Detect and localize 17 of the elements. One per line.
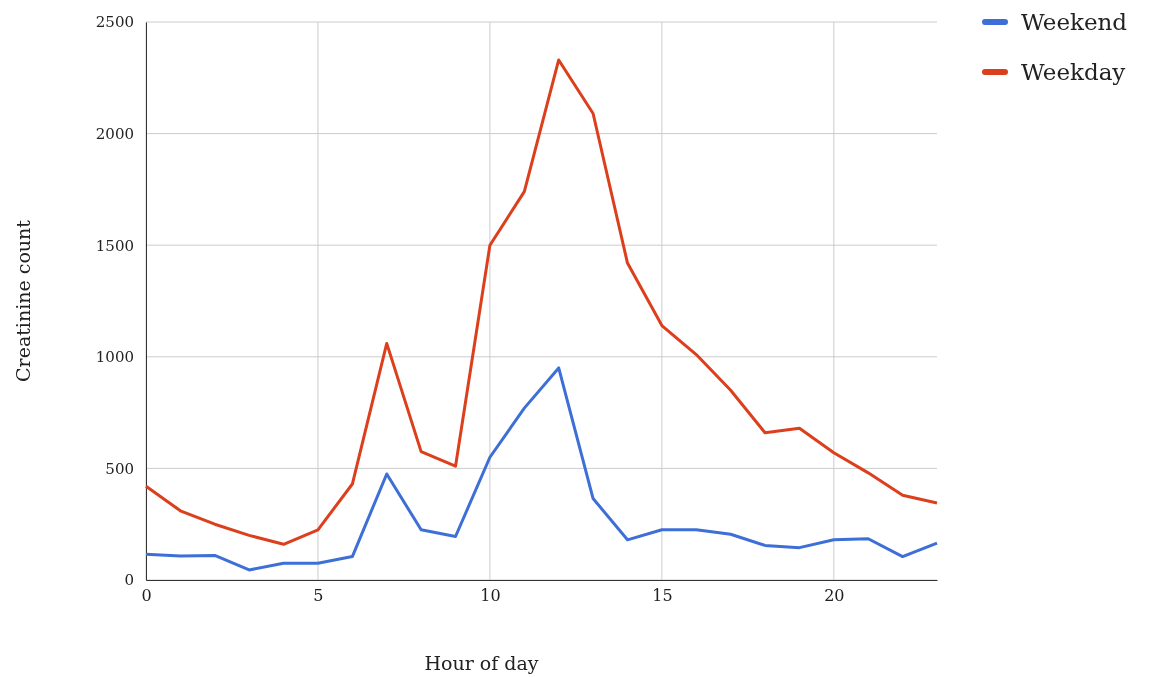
legend-label: Weekend — [1021, 9, 1128, 35]
y-tick-label: 2000 — [95, 124, 134, 143]
legend-label: Weekday — [1021, 59, 1126, 85]
line-series — [144, 366, 939, 572]
x-axis-title: Hour of day — [424, 652, 539, 674]
y-tick-label: 2500 — [95, 13, 134, 32]
y-tick-label: 1000 — [95, 348, 134, 367]
y-axis-title: Creatinine count — [12, 219, 34, 382]
y-tick-label: 500 — [105, 459, 134, 478]
y-tick-label: 1500 — [95, 236, 134, 255]
x-tick-label: 20 — [824, 586, 845, 606]
y-tick-label: 0 — [124, 571, 134, 590]
x-tick-label: 10 — [480, 586, 501, 606]
x-tick-label: 15 — [652, 586, 673, 606]
line-series — [144, 58, 939, 546]
x-tick-label: 0 — [141, 586, 152, 606]
x-tick-label: 5 — [313, 586, 324, 606]
